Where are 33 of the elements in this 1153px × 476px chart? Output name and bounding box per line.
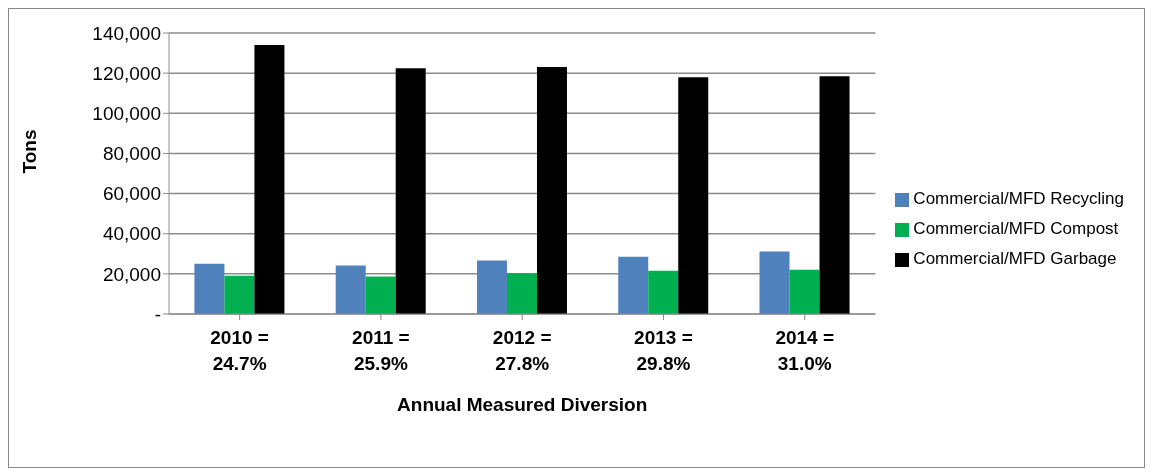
x-tick-label: 2013 = 29.8%: [634, 327, 693, 374]
x-axis-title: Annual Measured Diversion: [397, 394, 648, 415]
x-tick-label: 2012 = 27.8%: [492, 327, 552, 374]
y-tick-label: 140,000: [92, 22, 161, 44]
legend-label: Commercial/MFD Garbage: [913, 249, 1117, 268]
y-tick-label: 40,000: [102, 223, 161, 245]
legend-label: Commercial/MFD Recycling: [913, 189, 1124, 208]
bar: [254, 45, 285, 314]
y-tick-label: 120,000: [92, 62, 161, 84]
y-tick-label: -: [154, 303, 161, 325]
y-axis-title: Tons: [18, 129, 40, 174]
bar: [335, 265, 366, 314]
x-tick-label: 2010 = 24.7%: [210, 327, 269, 374]
bar: [819, 76, 850, 314]
y-tick-label: 100,000: [92, 103, 161, 125]
y-tick-label: 80,000: [102, 143, 161, 165]
x-tick-label: 2014 = 31.0%: [775, 327, 835, 374]
bar: [618, 256, 649, 314]
x-tick-label: 2011 = 25.9%: [352, 327, 410, 374]
bar: [789, 269, 820, 314]
y-tick-label: 60,000: [102, 183, 161, 205]
legend-label: Commercial/MFD Compost: [913, 219, 1119, 238]
bar: [648, 270, 679, 314]
y-tick-label: 20,000: [102, 263, 161, 285]
bar: [536, 67, 567, 314]
bar: [395, 68, 426, 314]
bar: [365, 276, 396, 314]
bar: [224, 275, 255, 314]
bar: [476, 260, 507, 314]
bar: [194, 263, 225, 314]
bar: [759, 251, 790, 314]
bar: [506, 273, 537, 314]
bar: [678, 77, 709, 314]
